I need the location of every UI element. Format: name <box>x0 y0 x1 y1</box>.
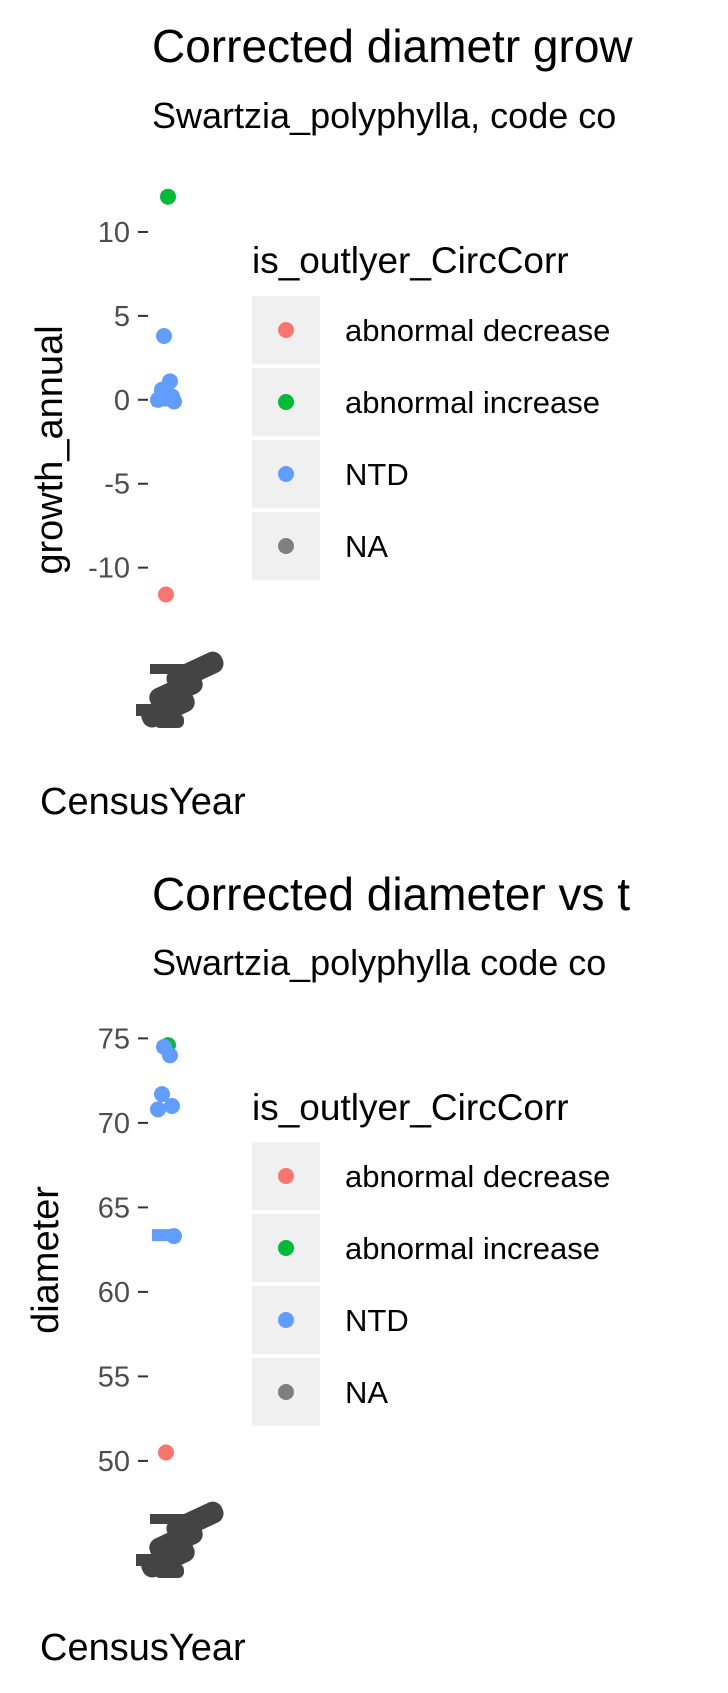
legend-label: abnormal increase <box>345 1231 600 1266</box>
data-point <box>164 1097 180 1114</box>
legend-title: is_outlyer_CircCorr <box>252 240 569 281</box>
legend: is_outlyer_CircCorr abnormal decreaseabn… <box>252 240 610 580</box>
data-point <box>154 1086 170 1103</box>
data-point <box>158 586 174 603</box>
y-axis-ticks: 10 5 0 -5 -10 <box>88 217 148 585</box>
y-tick-label: 10 <box>98 217 130 249</box>
data-points <box>150 1037 182 1461</box>
y-tick-label: -5 <box>104 469 130 501</box>
y-tick-label: 0 <box>114 385 130 417</box>
chart-panel-1: Corrected diametr grow Swartzia_polyphyl… <box>29 20 633 823</box>
data-point <box>160 188 176 205</box>
data-point <box>156 328 172 345</box>
data-point <box>162 1047 178 1064</box>
chart-subtitle: Swartzia_polyphylla code co <box>152 942 606 983</box>
y-tick-label: -10 <box>88 553 130 585</box>
chart-title: Corrected diametr grow <box>152 20 633 72</box>
legend-swatch <box>278 322 294 338</box>
x-tick-label-overlap <box>154 714 184 728</box>
chart-panel-2: Corrected diameter vs t Swartzia_polyphy… <box>25 868 630 1669</box>
chart-subtitle: Swartzia_polyphylla, code co <box>152 95 616 136</box>
data-point <box>158 1444 174 1461</box>
y-tick-label: 5 <box>114 301 130 333</box>
x-axis-label: CensusYear <box>40 1627 246 1669</box>
legend-swatch <box>278 1168 294 1184</box>
legend: is_outlyer_CircCorr abnormal decreaseabn… <box>252 1087 610 1426</box>
y-tick-label: 60 <box>98 1277 130 1309</box>
legend-label: abnormal decrease <box>345 313 610 348</box>
legend-entries: abnormal decrease abnormal increase NTD NA <box>252 296 610 580</box>
legend-swatch <box>278 394 294 410</box>
legend-entries: abnormal decrease abnormal increase NTD NA <box>252 1142 610 1426</box>
data-point <box>150 1101 166 1118</box>
data-point-cluster <box>152 1229 178 1242</box>
y-axis-ticks: 75 70 65 60 55 50 <box>98 1023 148 1478</box>
legend-label: NTD <box>345 457 409 492</box>
legend-label: NA <box>345 529 388 564</box>
legend-swatch <box>278 1240 294 1256</box>
legend-swatch <box>278 1384 294 1400</box>
x-axis-tick-labels <box>136 651 224 728</box>
legend-label: NTD <box>345 1303 409 1338</box>
legend-label: abnormal increase <box>345 385 600 420</box>
legend-label: NA <box>345 1375 388 1410</box>
legend-label: abnormal decrease <box>345 1159 610 1194</box>
y-tick-label: 70 <box>98 1108 130 1140</box>
y-tick-label: 75 <box>98 1023 130 1055</box>
data-point-cluster <box>152 394 178 407</box>
legend-swatch <box>278 538 294 554</box>
y-axis-label: diameter <box>25 1186 67 1334</box>
x-axis-tick-labels <box>136 1501 224 1578</box>
x-axis-label: CensusYear <box>40 781 246 823</box>
y-tick-label: 50 <box>98 1446 130 1478</box>
y-axis-label: growth_annual <box>29 325 71 574</box>
y-tick-label: 65 <box>98 1192 130 1224</box>
legend-swatch <box>278 466 294 482</box>
legend-title: is_outlyer_CircCorr <box>252 1087 569 1128</box>
chart-title: Corrected diameter vs t <box>152 868 630 920</box>
data-points <box>150 188 182 603</box>
x-tick-label-overlap <box>154 1564 184 1578</box>
y-tick-label: 55 <box>98 1361 130 1393</box>
legend-swatch <box>278 1312 294 1328</box>
